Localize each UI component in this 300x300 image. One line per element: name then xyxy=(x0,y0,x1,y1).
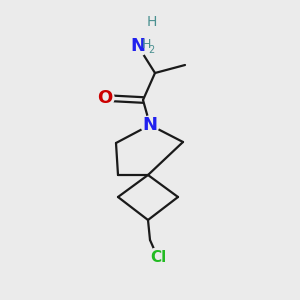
Circle shape xyxy=(129,37,147,55)
Circle shape xyxy=(96,89,114,107)
Circle shape xyxy=(141,116,159,134)
Text: Cl: Cl xyxy=(150,250,166,266)
Text: N: N xyxy=(142,116,158,134)
Circle shape xyxy=(148,248,168,268)
Text: 2: 2 xyxy=(148,45,154,55)
Text: N: N xyxy=(130,37,146,55)
Text: H: H xyxy=(147,15,157,29)
Circle shape xyxy=(148,248,168,268)
Text: O: O xyxy=(98,89,112,107)
Text: H: H xyxy=(141,38,151,50)
Circle shape xyxy=(128,36,148,56)
